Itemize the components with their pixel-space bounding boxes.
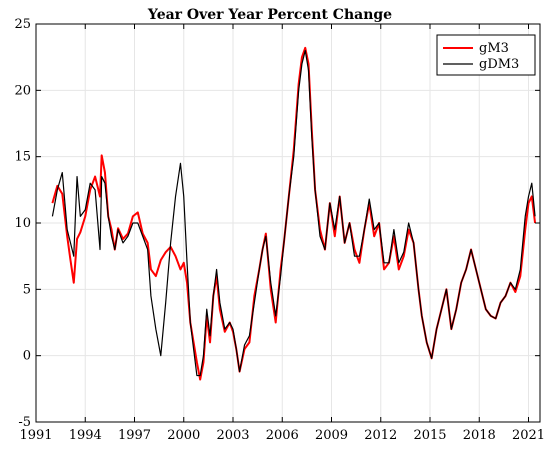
y-tick-label: 15: [14, 150, 31, 165]
series-layer: [51, 46, 537, 381]
x-tick-label: 1994: [69, 428, 102, 443]
legend-label-gm3: gM3: [479, 41, 509, 56]
grid-layer: [36, 24, 540, 422]
x-tick-label: 2018: [463, 428, 496, 443]
x-tick-label: 2003: [216, 428, 249, 443]
y-tick-label: 20: [14, 83, 31, 98]
chart-title: Year Over Year Percent Change: [147, 7, 392, 23]
x-tick-label: 2015: [413, 428, 446, 443]
x-tick-label: 2012: [364, 428, 397, 443]
y-tick-label: 25: [14, 17, 31, 32]
y-tick-label: -5: [18, 415, 31, 430]
ticks-layer: -5 0 5 10 15 20 25 1991 1994 1997 2000 2003 2006 2009…: [14, 17, 545, 443]
x-tick-label: 1991: [19, 428, 52, 443]
y-tick-label: 10: [14, 216, 31, 231]
series-line-gm3: [51, 46, 537, 381]
x-tick-label: 2021: [512, 428, 545, 443]
legend-label-gdm3: gDM3: [479, 57, 519, 72]
y-tick-label: 5: [23, 282, 31, 297]
legend-box: [436, 34, 536, 76]
y-tick-label: 0: [23, 349, 31, 364]
x-tick-label: 1997: [118, 428, 151, 443]
x-tick-label: 2000: [167, 428, 200, 443]
x-tick-label: 2009: [315, 428, 348, 443]
series-line-gdm3: [51, 49, 536, 377]
x-tick-label: 2006: [266, 428, 299, 443]
